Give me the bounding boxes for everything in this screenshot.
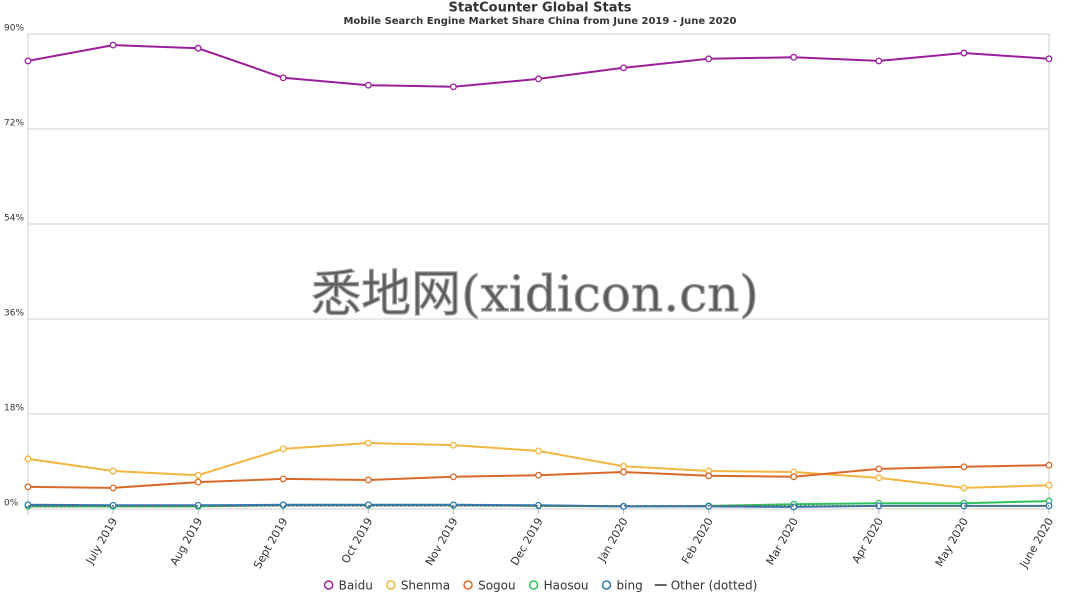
x-tick-label: Aug 2019 [168,516,206,568]
data-point [875,465,883,473]
legend-label: Sogou [478,579,516,593]
data-point [790,473,798,481]
legend-label: Shenma [401,579,450,593]
legend: Baidu Shenma Sogou Haosou bing Other (dotted) [323,579,758,593]
x-tick-label: Mar 2020 [764,516,801,568]
data-point [279,475,287,483]
y-tick-label: 72% [4,119,24,129]
x-tick-label: June 2020 [1017,516,1056,571]
chart-title: StatCounter Global Stats [449,1,632,16]
watermark: 悉地网(xidicon.cn) [311,265,759,323]
legend-label: bing [617,579,643,593]
chart-subtitle: Mobile Search Engine Market Share China … [343,16,736,27]
legend-symbol [463,580,473,590]
data-point [109,41,117,49]
y-tick-label: 90% [4,24,24,34]
data-point [279,445,287,453]
data-point [960,49,968,57]
y-tick-label: 54% [4,214,24,224]
data-point [24,483,32,491]
legend-symbol [323,580,334,590]
data-point [449,441,457,449]
legend-symbol [386,580,396,590]
data-point [279,501,287,509]
data-point [449,83,457,91]
data-point [705,55,713,63]
x-tick-label: Apr 2020 [850,516,887,566]
data-point [620,462,628,470]
data-point [620,64,628,72]
y-tick-label: 36% [4,309,24,319]
legend-label: Haosou [544,579,589,593]
data-point [705,472,713,480]
data-point [109,467,117,475]
data-point [960,463,968,471]
data-point [535,75,542,83]
data-point [194,471,202,479]
data-point [535,471,542,479]
x-tick-label: July 2019 [83,516,120,568]
data-point [790,53,798,61]
y-tick-label: 18% [4,404,24,414]
data-point [364,439,372,447]
data-point [364,476,372,484]
data-point [24,501,32,509]
data-point [875,57,883,65]
data-point [279,74,287,82]
x-tick-label: Nov 2019 [423,516,461,568]
data-point [194,44,202,52]
data-point [364,81,372,89]
data-point [194,478,202,486]
legend-label: Other (dotted) [671,579,758,593]
x-tick-label: Jan 2020 [595,516,631,565]
x-tick-label: Feb 2020 [679,516,716,567]
legend-symbol [601,580,612,590]
x-tick-label: May 2020 [933,516,971,569]
data-point [875,474,883,482]
x-tick-label: Dec 2019 [508,516,546,568]
data-point [1045,461,1053,469]
data-point [1045,481,1053,489]
legend-label: Baidu [339,579,373,593]
data-point [24,57,32,65]
data-point [24,455,32,463]
legend-symbol [528,580,539,590]
data-point [960,484,968,492]
data-point [620,468,628,476]
y-tick-label: 0% [4,499,19,509]
data-point [364,501,372,509]
data-point [449,473,457,481]
data-point [109,484,117,492]
x-tick-label: Sept 2019 [251,516,291,571]
data-point [790,503,798,511]
x-tick-label: Oct 2019 [339,516,376,566]
data-point [1045,55,1053,63]
data-point [449,501,457,509]
data-point [535,447,542,455]
